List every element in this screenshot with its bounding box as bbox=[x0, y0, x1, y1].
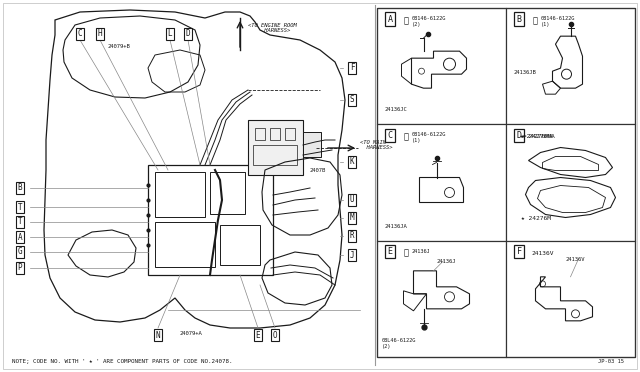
Text: S: S bbox=[349, 96, 355, 105]
Text: ★ 24276MA: ★ 24276MA bbox=[521, 134, 555, 140]
Text: A: A bbox=[387, 15, 392, 23]
Text: B: B bbox=[516, 15, 522, 23]
Text: F: F bbox=[516, 247, 522, 256]
Text: R: R bbox=[349, 231, 355, 241]
Bar bbox=[148, 165, 273, 275]
Bar bbox=[377, 124, 506, 241]
Text: D: D bbox=[186, 29, 190, 38]
Text: B: B bbox=[18, 183, 22, 192]
Bar bbox=[303, 132, 321, 157]
Text: 24136JB: 24136JB bbox=[514, 70, 537, 75]
Text: E: E bbox=[387, 247, 392, 256]
Text: H: H bbox=[98, 29, 102, 38]
Text: <TO MAIN
  HARNESS>: <TO MAIN HARNESS> bbox=[360, 140, 392, 150]
Text: A: A bbox=[18, 232, 22, 241]
Text: U: U bbox=[349, 196, 355, 205]
Bar bbox=[506, 124, 635, 241]
Text: T: T bbox=[18, 202, 22, 212]
Text: T: T bbox=[18, 218, 22, 227]
Text: J: J bbox=[349, 250, 355, 260]
Text: G: G bbox=[18, 247, 22, 257]
Bar bbox=[155, 172, 205, 217]
Text: JP·03 15: JP·03 15 bbox=[598, 359, 624, 364]
Bar bbox=[377, 8, 635, 357]
Text: NOTE; CODE NO. WITH ' ★ ' ARE COMPONENT PARTS OF CODE NO.24078.: NOTE; CODE NO. WITH ' ★ ' ARE COMPONENT … bbox=[12, 359, 232, 364]
Bar bbox=[253, 145, 297, 165]
Bar bbox=[210, 172, 245, 214]
Text: 08L46-6122G
(2): 08L46-6122G (2) bbox=[382, 338, 417, 349]
Text: 24079+B: 24079+B bbox=[108, 44, 131, 49]
Text: F: F bbox=[349, 64, 355, 73]
Bar bbox=[220, 225, 260, 265]
Text: <TO ENGINE ROOM
     HARNESS>: <TO ENGINE ROOM HARNESS> bbox=[248, 23, 297, 33]
Text: K: K bbox=[349, 157, 355, 167]
Text: 08146-6122G
(2): 08146-6122G (2) bbox=[412, 16, 446, 27]
Text: P: P bbox=[18, 263, 22, 273]
Bar bbox=[270, 128, 280, 140]
Text: 24136J: 24136J bbox=[412, 248, 431, 254]
Text: Ⓑ: Ⓑ bbox=[404, 16, 409, 25]
Bar bbox=[155, 222, 215, 267]
Text: L: L bbox=[168, 29, 172, 38]
Text: ★≂24276MA: ★≂24276MA bbox=[520, 134, 554, 140]
Text: Ⓑ: Ⓑ bbox=[533, 16, 538, 25]
Text: M: M bbox=[349, 214, 355, 222]
Text: C: C bbox=[387, 131, 392, 140]
Bar bbox=[506, 8, 635, 124]
Text: Ⓑ: Ⓑ bbox=[404, 132, 409, 141]
Text: C: C bbox=[77, 29, 83, 38]
Bar bbox=[285, 128, 295, 140]
Text: 24136V: 24136V bbox=[566, 257, 585, 262]
Text: ★ 24276M: ★ 24276M bbox=[521, 216, 551, 221]
Bar bbox=[377, 8, 506, 124]
Text: O: O bbox=[273, 330, 277, 340]
Text: 24136J: 24136J bbox=[436, 259, 456, 264]
Text: 24136V: 24136V bbox=[531, 251, 554, 256]
Text: 08146-6122G
(1): 08146-6122G (1) bbox=[412, 132, 446, 143]
Text: Ⓑ: Ⓑ bbox=[404, 248, 409, 258]
Text: 24136JC: 24136JC bbox=[385, 108, 408, 112]
Bar bbox=[506, 241, 635, 357]
Text: 08146-6122G
(1): 08146-6122G (1) bbox=[541, 16, 575, 27]
Text: E: E bbox=[256, 330, 260, 340]
Bar bbox=[248, 120, 303, 175]
Text: N: N bbox=[156, 330, 160, 340]
Text: 24079+A: 24079+A bbox=[180, 331, 203, 336]
Text: 2407B: 2407B bbox=[310, 168, 326, 173]
Text: D: D bbox=[516, 131, 522, 140]
Text: 24136JA: 24136JA bbox=[385, 224, 408, 229]
Bar bbox=[255, 128, 265, 140]
Bar bbox=[377, 241, 506, 357]
